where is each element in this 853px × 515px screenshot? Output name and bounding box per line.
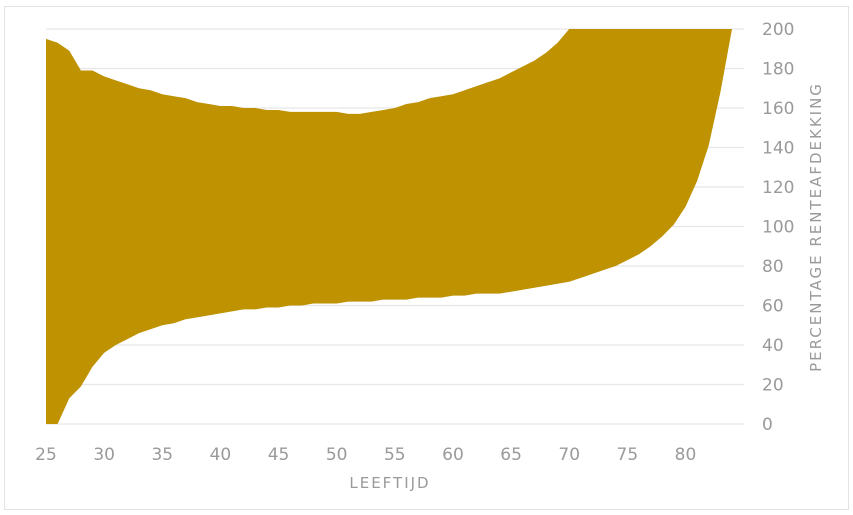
- x-tick-75: 75: [617, 445, 639, 465]
- y-tick-160: 160: [762, 99, 794, 119]
- x-tick-35: 35: [151, 445, 173, 465]
- x-tick-60: 60: [442, 445, 464, 465]
- y-tick-200: 200: [762, 20, 794, 40]
- x-tick-50: 50: [326, 445, 348, 465]
- y-tick-140: 140: [762, 139, 794, 159]
- y-tick-180: 180: [762, 60, 794, 80]
- y-tick-40: 40: [762, 336, 784, 356]
- x-tick-25: 25: [35, 445, 57, 465]
- y-tick-120: 120: [762, 178, 794, 198]
- x-tick-45: 45: [268, 445, 290, 465]
- x-tick-65: 65: [500, 445, 522, 465]
- x-tick-55: 55: [384, 445, 406, 465]
- coverage-area: [46, 29, 732, 424]
- y-tick-20: 20: [762, 376, 784, 396]
- x-tick-70: 70: [558, 445, 580, 465]
- coverage-band: [46, 29, 732, 424]
- x-tick-labels: 25 30 35 40 45 50 55 60 65 70 75 80: [35, 445, 696, 465]
- x-axis-title: LEEFTIJD: [349, 474, 430, 492]
- x-tick-80: 80: [675, 445, 697, 465]
- chart-frame: [4, 6, 849, 510]
- y-tick-100: 100: [762, 218, 794, 238]
- y-tick-labels: 0 20 40 60 80 100 120 140 160 180 200: [762, 20, 794, 435]
- y-tick-60: 60: [762, 297, 784, 317]
- y-tick-80: 80: [762, 257, 784, 277]
- x-tick-40: 40: [210, 445, 232, 465]
- x-tick-30: 30: [93, 445, 115, 465]
- y-tick-0: 0: [762, 415, 773, 435]
- y-axis-title: PERCENTAGE RENTEAFDEKKING: [807, 82, 825, 372]
